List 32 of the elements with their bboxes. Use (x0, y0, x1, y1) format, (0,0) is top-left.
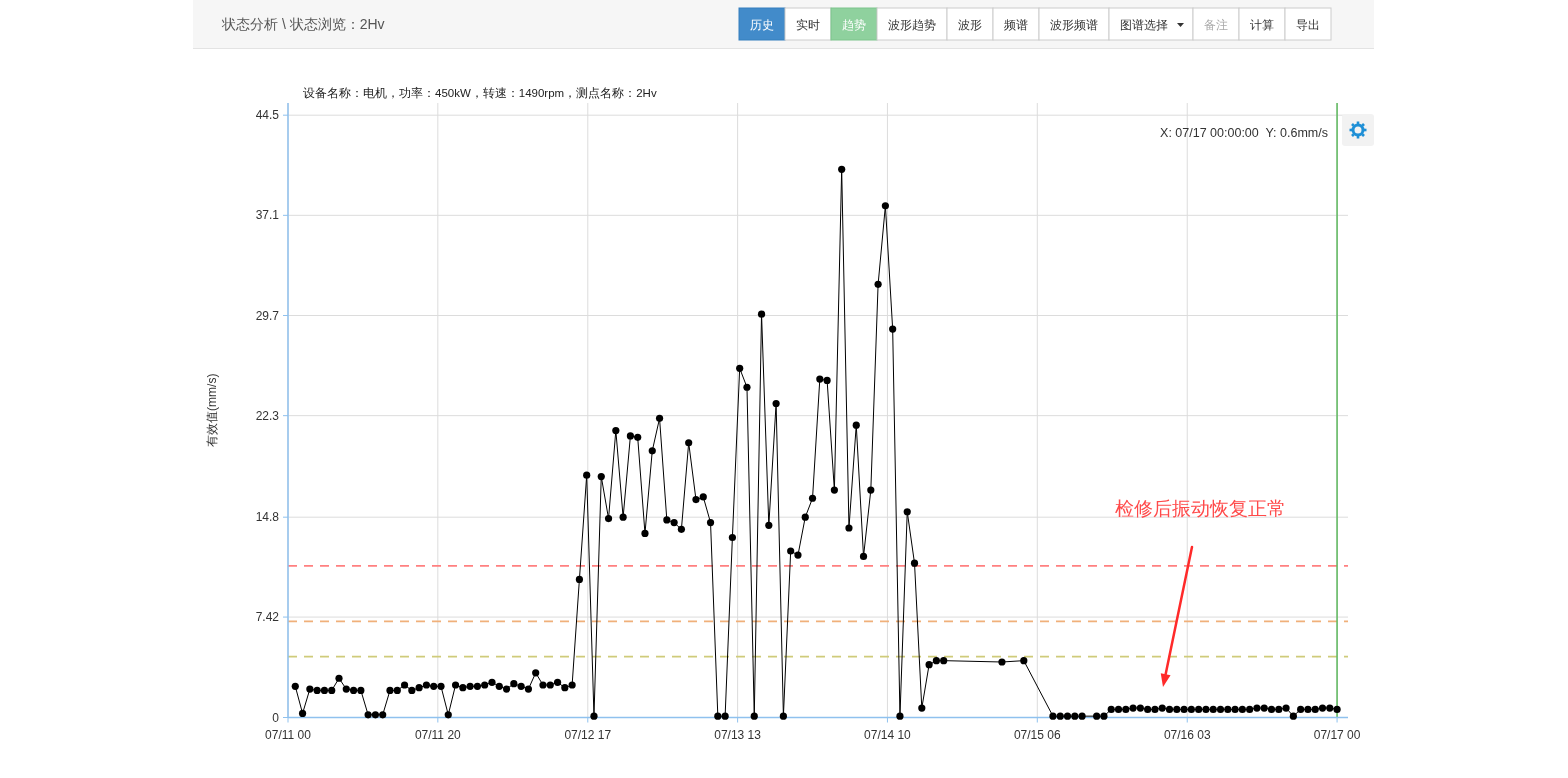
x-tick-label: 07/17 00 (1313, 727, 1361, 742)
y-tick-label: 7.42 (255, 610, 280, 625)
dropdown-button: 图谱选择 (1108, 7, 1194, 41)
y-tick-label: 22.3 (255, 408, 280, 423)
y-axis-title: 有效值(mm/s) (205, 373, 219, 447)
x-tick-label: 07/15 06 (1013, 727, 1061, 742)
chart-title: 状态分析 \ 状态浏览：2Hv (221, 16, 385, 32)
x-tick-label: 07/13 13 (714, 727, 762, 742)
button: 计算 (1238, 7, 1286, 41)
x-tick-label: 07/11 00 (265, 727, 312, 742)
button: 波形趋势 (876, 7, 948, 41)
button: 历史 (738, 7, 786, 41)
button: 实时 (784, 7, 832, 41)
button: 备注 (1192, 7, 1240, 41)
x-tick-label: 07/16 03 (1163, 727, 1211, 742)
button: 波形频谱 (1038, 7, 1110, 41)
annotation: X: 07/17 00:00:00 Y: 0.6mm/s (1160, 126, 1328, 140)
x-tick-label: 07/12 17 (564, 727, 612, 742)
annotation: 检修后振动恢复正常 (1114, 498, 1286, 519)
x-tick-label: 07/11 20 (414, 727, 462, 742)
y-tick-label: 44.5 (255, 108, 280, 123)
button: 趋势 (830, 7, 878, 41)
button: 导出 (1284, 7, 1332, 41)
chart-subtitle: 设备名称：电机，功率：450kW，转速：1490rpm，测点名称：2Hv (303, 86, 657, 99)
x-tick-label: 07/14 10 (864, 727, 912, 742)
y-tick-label: 14.8 (255, 510, 280, 525)
button: 波形 (946, 7, 994, 41)
note: 检修后振动恢复正常 (1114, 498, 1286, 687)
button: 频谱 (992, 7, 1040, 41)
y-tick-label: 37.1 (255, 208, 280, 223)
y-tick-label: 29.7 (255, 308, 280, 323)
y-tick-label: 0 (272, 710, 280, 725)
